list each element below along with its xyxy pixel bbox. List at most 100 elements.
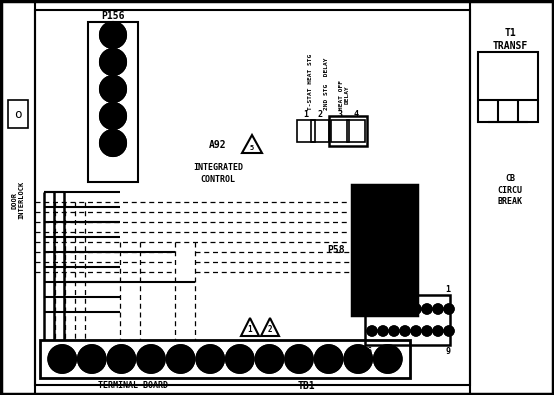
Bar (352, 185, 417, 315)
Circle shape (100, 103, 126, 129)
Bar (8, 100, 28, 128)
Bar (311, 120, 329, 142)
Circle shape (395, 193, 415, 213)
Bar (329, 116, 367, 146)
Circle shape (411, 304, 421, 314)
Circle shape (433, 326, 443, 336)
Text: R: R (238, 356, 242, 362)
Text: 4: 4 (403, 228, 408, 237)
Circle shape (100, 76, 126, 102)
Circle shape (226, 345, 254, 373)
Bar (478, 52, 538, 122)
Text: CB
CIRCU
BREAK: CB CIRCU BREAK (497, 174, 522, 206)
Circle shape (167, 345, 194, 373)
Text: 3: 3 (362, 199, 367, 207)
Text: 1: 1 (110, 138, 116, 148)
Text: 4: 4 (110, 57, 116, 67)
Circle shape (100, 49, 126, 75)
Bar (331, 120, 349, 142)
Circle shape (375, 253, 395, 273)
Text: DOOR
INTERLOCK: DOOR INTERLOCK (12, 181, 24, 219)
Circle shape (444, 304, 454, 314)
Text: 8: 8 (382, 258, 387, 267)
Circle shape (355, 193, 375, 213)
Text: DS: DS (383, 356, 392, 362)
Text: 8: 8 (365, 286, 370, 295)
Circle shape (389, 326, 399, 336)
Text: 5: 5 (250, 145, 254, 151)
Text: 0: 0 (403, 288, 408, 297)
Circle shape (355, 223, 375, 243)
Text: L: L (326, 356, 331, 362)
Bar (297, 120, 315, 142)
Circle shape (344, 345, 372, 373)
Text: 1: 1 (382, 288, 387, 297)
Text: 1: 1 (445, 286, 450, 295)
Circle shape (255, 345, 284, 373)
Circle shape (389, 304, 399, 314)
Text: 3: 3 (110, 84, 116, 94)
Text: T-STAT HEAT STG: T-STAT HEAT STG (307, 54, 312, 110)
Circle shape (400, 326, 410, 336)
Bar (365, 295, 450, 345)
Text: 1: 1 (248, 325, 252, 333)
Text: HEAT OFF
DELAY: HEAT OFF DELAY (338, 80, 350, 110)
Text: 2: 2 (110, 111, 116, 121)
Text: A92: A92 (209, 140, 227, 150)
Text: G: G (119, 356, 124, 362)
Circle shape (355, 253, 375, 273)
Circle shape (411, 326, 421, 336)
Text: 4: 4 (353, 109, 358, 118)
Circle shape (375, 223, 395, 243)
Circle shape (395, 253, 415, 273)
Text: P156: P156 (101, 11, 125, 21)
Text: TB1: TB1 (297, 381, 315, 391)
Text: 2: 2 (362, 288, 367, 297)
Text: Y1: Y1 (176, 356, 185, 362)
Text: 7: 7 (403, 258, 408, 267)
Text: 6: 6 (362, 228, 367, 237)
Text: W1: W1 (58, 356, 66, 362)
Circle shape (422, 326, 432, 336)
Bar (352, 185, 417, 315)
Text: 1: 1 (403, 199, 408, 207)
Text: 9: 9 (362, 258, 367, 267)
Text: 3: 3 (337, 109, 342, 118)
Circle shape (444, 326, 454, 336)
Bar (347, 120, 365, 142)
Text: 5: 5 (110, 30, 116, 40)
Text: T1
TRANSF: T1 TRANSF (493, 28, 527, 51)
Text: C: C (208, 356, 212, 362)
Circle shape (378, 304, 388, 314)
Text: P58: P58 (327, 245, 345, 255)
Circle shape (107, 345, 135, 373)
Text: Y2: Y2 (147, 356, 155, 362)
Circle shape (375, 193, 395, 213)
Circle shape (355, 283, 375, 303)
Text: P46: P46 (399, 285, 416, 295)
Circle shape (48, 345, 76, 373)
Circle shape (375, 283, 395, 303)
Circle shape (78, 345, 106, 373)
Circle shape (367, 326, 377, 336)
Circle shape (315, 345, 342, 373)
Circle shape (378, 326, 388, 336)
Text: M: M (297, 356, 301, 362)
Circle shape (400, 304, 410, 314)
Text: INTEGRATED
CONTROL: INTEGRATED CONTROL (193, 163, 243, 184)
Bar (40, 340, 410, 378)
Text: 2: 2 (317, 109, 322, 118)
Circle shape (433, 304, 443, 314)
Text: 1: 1 (304, 109, 309, 118)
Text: 9: 9 (445, 348, 450, 357)
Circle shape (367, 304, 377, 314)
Text: W2: W2 (88, 356, 96, 362)
Circle shape (100, 22, 126, 48)
Circle shape (196, 345, 224, 373)
Circle shape (374, 345, 402, 373)
Text: 16: 16 (362, 348, 372, 357)
Text: 2: 2 (268, 325, 273, 333)
Text: 2ND STG  DELAY: 2ND STG DELAY (324, 58, 329, 110)
Text: D: D (356, 356, 360, 362)
Text: TERMINAL BOARD: TERMINAL BOARD (98, 382, 167, 391)
